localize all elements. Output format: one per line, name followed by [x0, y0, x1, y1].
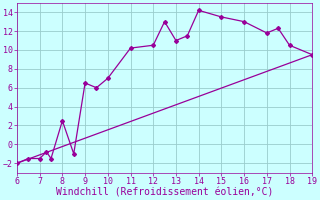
X-axis label: Windchill (Refroidissement éolien,°C): Windchill (Refroidissement éolien,°C)	[56, 187, 273, 197]
